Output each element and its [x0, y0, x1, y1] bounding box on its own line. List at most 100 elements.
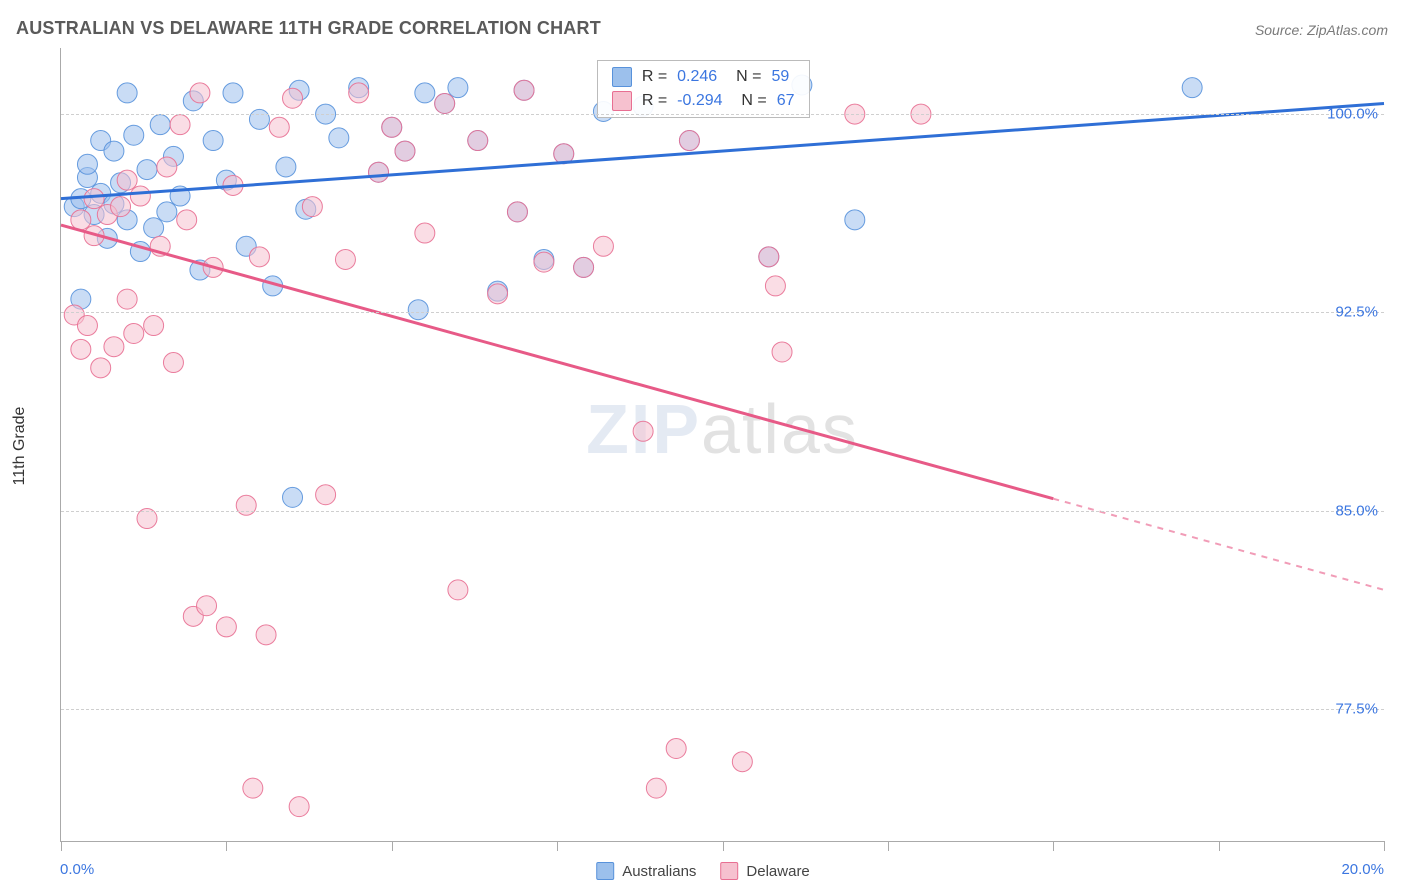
- r-value: 0.246: [677, 68, 717, 86]
- scatter-point: [593, 236, 613, 256]
- scatter-point: [507, 202, 527, 222]
- scatter-point: [514, 80, 534, 100]
- scatter-point: [256, 625, 276, 645]
- scatter-point: [772, 342, 792, 362]
- chart-svg: [61, 48, 1384, 841]
- scatter-point: [177, 210, 197, 230]
- scatter-point: [316, 485, 336, 505]
- x-tick: [1384, 841, 1385, 851]
- scatter-point: [71, 339, 91, 359]
- scatter-point: [124, 323, 144, 343]
- scatter-point: [382, 117, 402, 137]
- scatter-point: [104, 337, 124, 357]
- r-value: -0.294: [677, 92, 722, 110]
- scatter-point: [269, 117, 289, 137]
- scatter-point: [283, 487, 303, 507]
- scatter-point: [302, 197, 322, 217]
- scatter-point: [488, 284, 508, 304]
- scatter-point: [765, 276, 785, 296]
- n-value: 67: [777, 92, 795, 110]
- scatter-point: [646, 778, 666, 798]
- scatter-point: [157, 157, 177, 177]
- scatter-point: [117, 83, 137, 103]
- y-axis-title: 11th Grade: [11, 407, 29, 486]
- chart-container: AUSTRALIAN VS DELAWARE 11TH GRADE CORREL…: [0, 0, 1406, 892]
- gridline: [61, 312, 1384, 313]
- scatter-point: [144, 218, 164, 238]
- scatter-point: [845, 210, 865, 230]
- scatter-point: [84, 189, 104, 209]
- scatter-point: [190, 83, 210, 103]
- legend-stats-row: R = -0.294 N = 67: [612, 91, 795, 111]
- plot-area: ZIPatlas R =0.246 N =59R =-0.294 N =67 7…: [61, 48, 1384, 841]
- gridline: [61, 114, 1384, 115]
- y-tick-label: 77.5%: [1335, 700, 1378, 717]
- r-label: R =: [642, 68, 667, 86]
- scatter-point: [415, 83, 435, 103]
- scatter-point: [236, 495, 256, 515]
- legend-stats-row: R = 0.246 N = 59: [612, 67, 795, 87]
- scatter-point: [77, 316, 97, 336]
- gridline: [61, 511, 1384, 512]
- scatter-point: [157, 202, 177, 222]
- scatter-point: [666, 738, 686, 758]
- scatter-point: [117, 289, 137, 309]
- scatter-point: [759, 247, 779, 267]
- scatter-point: [223, 83, 243, 103]
- scatter-point: [276, 157, 296, 177]
- scatter-point: [732, 752, 752, 772]
- scatter-point: [408, 300, 428, 320]
- scatter-point: [468, 131, 488, 151]
- n-label: N =: [733, 92, 767, 110]
- legend-swatch: [612, 91, 632, 111]
- scatter-point: [117, 170, 137, 190]
- scatter-point: [283, 88, 303, 108]
- scatter-point: [289, 797, 309, 817]
- scatter-point: [216, 617, 236, 637]
- scatter-point: [197, 596, 217, 616]
- scatter-point: [163, 353, 183, 373]
- scatter-point: [448, 580, 468, 600]
- scatter-point: [415, 223, 435, 243]
- scatter-point: [130, 186, 150, 206]
- x-tick: [226, 841, 227, 851]
- scatter-point: [679, 131, 699, 151]
- scatter-point: [574, 257, 594, 277]
- scatter-point: [534, 252, 554, 272]
- x-tick: [1219, 841, 1220, 851]
- scatter-point: [249, 109, 269, 129]
- scatter-point: [170, 115, 190, 135]
- r-label: R =: [642, 92, 667, 110]
- scatter-point: [104, 141, 124, 161]
- source-label: Source: ZipAtlas.com: [1255, 22, 1388, 38]
- scatter-point: [448, 78, 468, 98]
- legend-swatch: [596, 862, 614, 880]
- scatter-point: [1182, 78, 1202, 98]
- scatter-point: [144, 316, 164, 336]
- series-legend: Australians Delaware: [596, 862, 810, 880]
- x-tick-label-min: 0.0%: [60, 861, 94, 878]
- legend-item: Delaware: [720, 862, 809, 880]
- n-label: N =: [727, 68, 761, 86]
- x-tick-label-max: 20.0%: [1341, 861, 1384, 878]
- scatter-point: [203, 131, 223, 151]
- scatter-point: [369, 162, 389, 182]
- scatter-point: [150, 115, 170, 135]
- scatter-point: [249, 247, 269, 267]
- correlation-legend-box: R =0.246 N =59R =-0.294 N =67: [597, 60, 810, 118]
- scatter-point: [395, 141, 415, 161]
- y-tick-label: 100.0%: [1327, 106, 1378, 123]
- scatter-point: [124, 125, 144, 145]
- scatter-point: [137, 160, 157, 180]
- n-value: 59: [771, 68, 789, 86]
- trend-line-extrapolated: [1053, 499, 1384, 590]
- legend-label: Australians: [622, 863, 696, 880]
- scatter-point: [91, 358, 111, 378]
- plot-frame: ZIPatlas R =0.246 N =59R =-0.294 N =67 7…: [60, 48, 1384, 842]
- x-tick: [723, 841, 724, 851]
- scatter-point: [435, 94, 455, 114]
- legend-swatch: [720, 862, 738, 880]
- legend-label: Delaware: [746, 863, 809, 880]
- scatter-point: [349, 83, 369, 103]
- scatter-point: [71, 210, 91, 230]
